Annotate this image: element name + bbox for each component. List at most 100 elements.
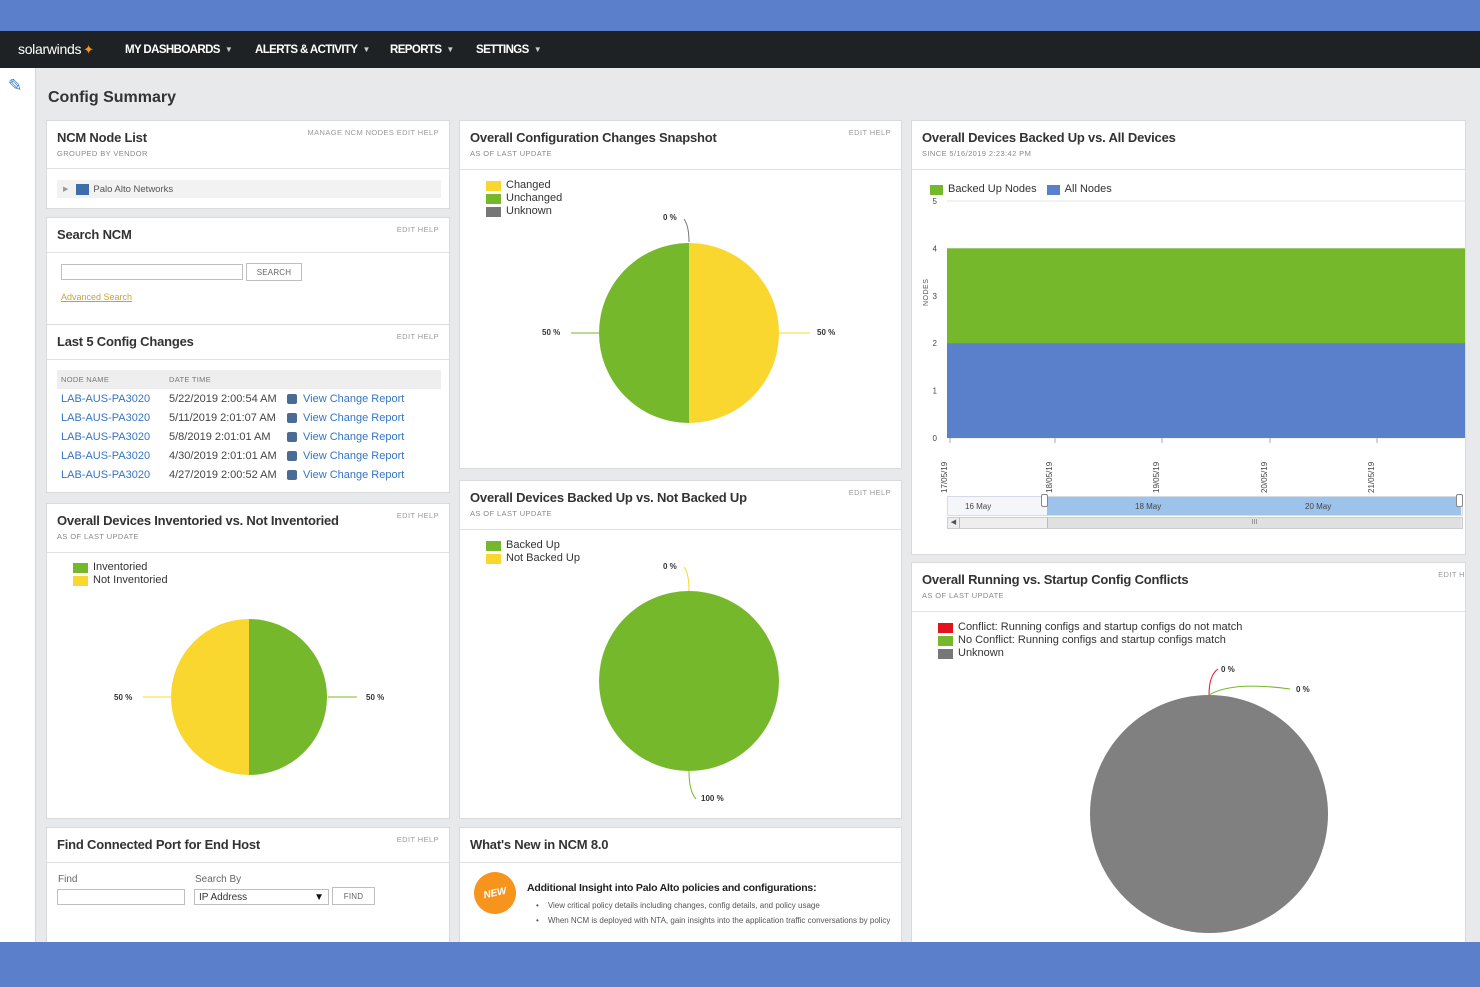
scroll-left-icon[interactable]: ◀	[948, 518, 960, 528]
inventoried-panel: Overall Devices Inventoried vs. Not Inve…	[46, 503, 450, 819]
legend-label: Inventoried	[93, 561, 148, 573]
change-date: 5/22/2019 2:00:54 AM	[169, 392, 277, 405]
panel-links[interactable]: EDIT HELP	[396, 835, 439, 844]
panel-subtitle: GROUPED BY VENDOR	[57, 149, 148, 158]
search-by-label: Search By	[195, 874, 242, 885]
view-change-report-link[interactable]: View Change Report	[303, 468, 405, 481]
area-chart: 0 1 2 3 4 5 17/05/19 18/05/19 19/05/19 20/05/19 21…	[933, 197, 1465, 493]
advanced-search-link[interactable]: Advanced Search	[61, 292, 133, 302]
legend-swatch	[486, 206, 501, 217]
page-title: Config Summary	[48, 89, 177, 106]
navigator-right-handle[interactable]	[1456, 494, 1463, 507]
panel-divider	[47, 552, 449, 553]
panel-divider	[47, 359, 449, 360]
legend-items: Backed Up Nodes All Nodes	[930, 183, 1112, 196]
node-name-link[interactable]: LAB-AUS-PA3020	[61, 430, 151, 443]
node-name-link[interactable]: LAB-AUS-PA3020	[61, 411, 151, 424]
panel-links[interactable]: EDIT HELP	[848, 488, 891, 497]
ncm-node-list-panel: NCM Node List GROUPED BY VENDOR MANAGE N…	[46, 120, 450, 209]
whats-new-headline: Additional Insight into Palo Alto polici…	[527, 882, 817, 894]
navigator-selection[interactable]	[1047, 497, 1461, 515]
chart-legend: Conflict: Running configs and startup co…	[938, 621, 1242, 660]
view-change-report-link[interactable]: View Change Report	[303, 449, 405, 462]
nav-my-dashboards[interactable]: MY DASHBOARDS ▼	[125, 31, 233, 68]
panel-links[interactable]: EDIT HELP	[848, 128, 891, 137]
panel-links[interactable]: EDIT H	[1438, 570, 1465, 579]
pie-label-left: 50 %	[114, 693, 133, 702]
backed-up-panel: Overall Devices Backed Up vs. Not Backed…	[459, 480, 902, 819]
pie-label-no-conflict: 0 %	[1296, 685, 1310, 694]
report-icon	[287, 412, 297, 423]
chart-legend: Backed Up Not Backed Up	[486, 539, 580, 565]
legend-item: Conflict: Running configs and startup co…	[938, 621, 1242, 634]
legend-item: Not Backed Up	[486, 552, 580, 565]
pie-slice-backed-up	[599, 591, 779, 771]
conflicts-pie-chart	[1090, 668, 1328, 933]
nav-label: SETTINGS	[476, 43, 529, 56]
legend-swatch	[938, 635, 953, 646]
report-icon	[287, 450, 297, 461]
nav-alerts-activity[interactable]: ALERTS & ACTIVITY ▼	[255, 31, 370, 68]
navigator-scrollbar[interactable]: ◀ III	[947, 517, 1463, 529]
x-tick-label: 17/05/19	[940, 461, 949, 493]
logo-text: solarwinds	[18, 41, 82, 57]
config-snapshot-panel: Overall Configuration Changes Snapshot A…	[459, 120, 902, 469]
find-input[interactable]	[57, 889, 185, 905]
pie-slice-unchanged	[599, 243, 689, 423]
node-name-link[interactable]: LAB-AUS-PA3020	[61, 449, 151, 462]
legend-swatch	[73, 562, 88, 573]
search-input[interactable]	[61, 264, 243, 280]
panel-subtitle: AS OF LAST UPDATE	[57, 532, 139, 541]
dashboard-screen: solarwinds ✦ MY DASHBOARDS ▼ ALERTS & ACTI…	[0, 31, 1480, 942]
table-body: LAB-AUS-PA3020 5/22/2019 2:00:54 AM View C…	[57, 389, 441, 484]
y-tick-label: 5	[933, 197, 938, 206]
legend-item: Inventoried	[73, 561, 168, 574]
find-button[interactable]: FIND	[332, 887, 375, 905]
top-nav-bar: solarwinds ✦ MY DASHBOARDS ▼ ALERTS & ACTI…	[0, 31, 1480, 68]
panel-links[interactable]: EDIT HELP	[396, 511, 439, 520]
navigator-left-handle[interactable]	[1041, 494, 1048, 507]
panel-title: NCM Node List	[57, 130, 147, 145]
search-by-select[interactable]: IP Address ▼	[194, 889, 329, 905]
legend-swatch	[930, 184, 943, 195]
report-icon	[287, 431, 297, 442]
chart-legend: Backed Up Nodes All Nodes	[930, 183, 1112, 196]
label-leader-line	[688, 770, 697, 800]
table-row: LAB-AUS-PA3020 5/8/2019 2:01:01 AM View Ch…	[57, 427, 441, 446]
range-navigator[interactable]: 16 May 18 May 20 May	[947, 494, 1463, 516]
col-node-name: NODE NAME	[61, 375, 110, 384]
legend-swatch	[1046, 184, 1060, 195]
navigator-label: 20 May	[1305, 502, 1332, 511]
edit-pencil-icon[interactable]: ✎	[8, 76, 23, 95]
expand-arrow-icon[interactable]: ▶	[63, 186, 69, 193]
vendor-group-row[interactable]: ▶ Palo Alto Networks	[57, 180, 441, 198]
legend-swatch	[486, 540, 501, 551]
left-rail: ✎	[0, 68, 36, 942]
legend-swatch	[486, 180, 501, 191]
pie-label-top: 0 %	[663, 562, 677, 571]
view-change-report-link[interactable]: View Change Report	[303, 411, 405, 424]
nav-settings[interactable]: SETTINGS ▼	[476, 31, 542, 68]
panel-title: Overall Configuration Changes Snapshot	[470, 130, 717, 145]
search-by-value: IP Address	[199, 891, 248, 903]
panel-links[interactable]: EDIT HELP	[396, 225, 439, 234]
node-name-link[interactable]: LAB-AUS-PA3020	[61, 468, 151, 481]
solarwinds-logo[interactable]: solarwinds ✦	[18, 41, 94, 58]
legend-label: Changed	[506, 179, 551, 191]
x-tick-label: 19/05/19	[1152, 461, 1161, 493]
scrollbar-thumb[interactable]: III	[1047, 518, 1461, 528]
report-icon	[287, 393, 297, 404]
node-name-link[interactable]: LAB-AUS-PA3020	[61, 392, 151, 405]
nav-reports[interactable]: REPORTS ▼	[390, 31, 454, 68]
y-tick-label: 2	[933, 339, 938, 348]
search-button[interactable]: SEARCH	[246, 263, 302, 281]
view-change-report-link[interactable]: View Change Report	[303, 430, 405, 443]
legend-label: Unknown	[958, 647, 1004, 659]
panel-title: Last 5 Config Changes	[57, 334, 194, 349]
legend-swatch	[73, 575, 88, 586]
view-change-report-link[interactable]: View Change Report	[303, 392, 405, 405]
panel-links[interactable]: MANAGE NCM NODES EDIT HELP	[307, 128, 439, 137]
panel-links[interactable]: EDIT HELP	[396, 332, 439, 341]
list-item: • View critical policy details including …	[536, 901, 892, 911]
panel-divider	[47, 862, 449, 863]
